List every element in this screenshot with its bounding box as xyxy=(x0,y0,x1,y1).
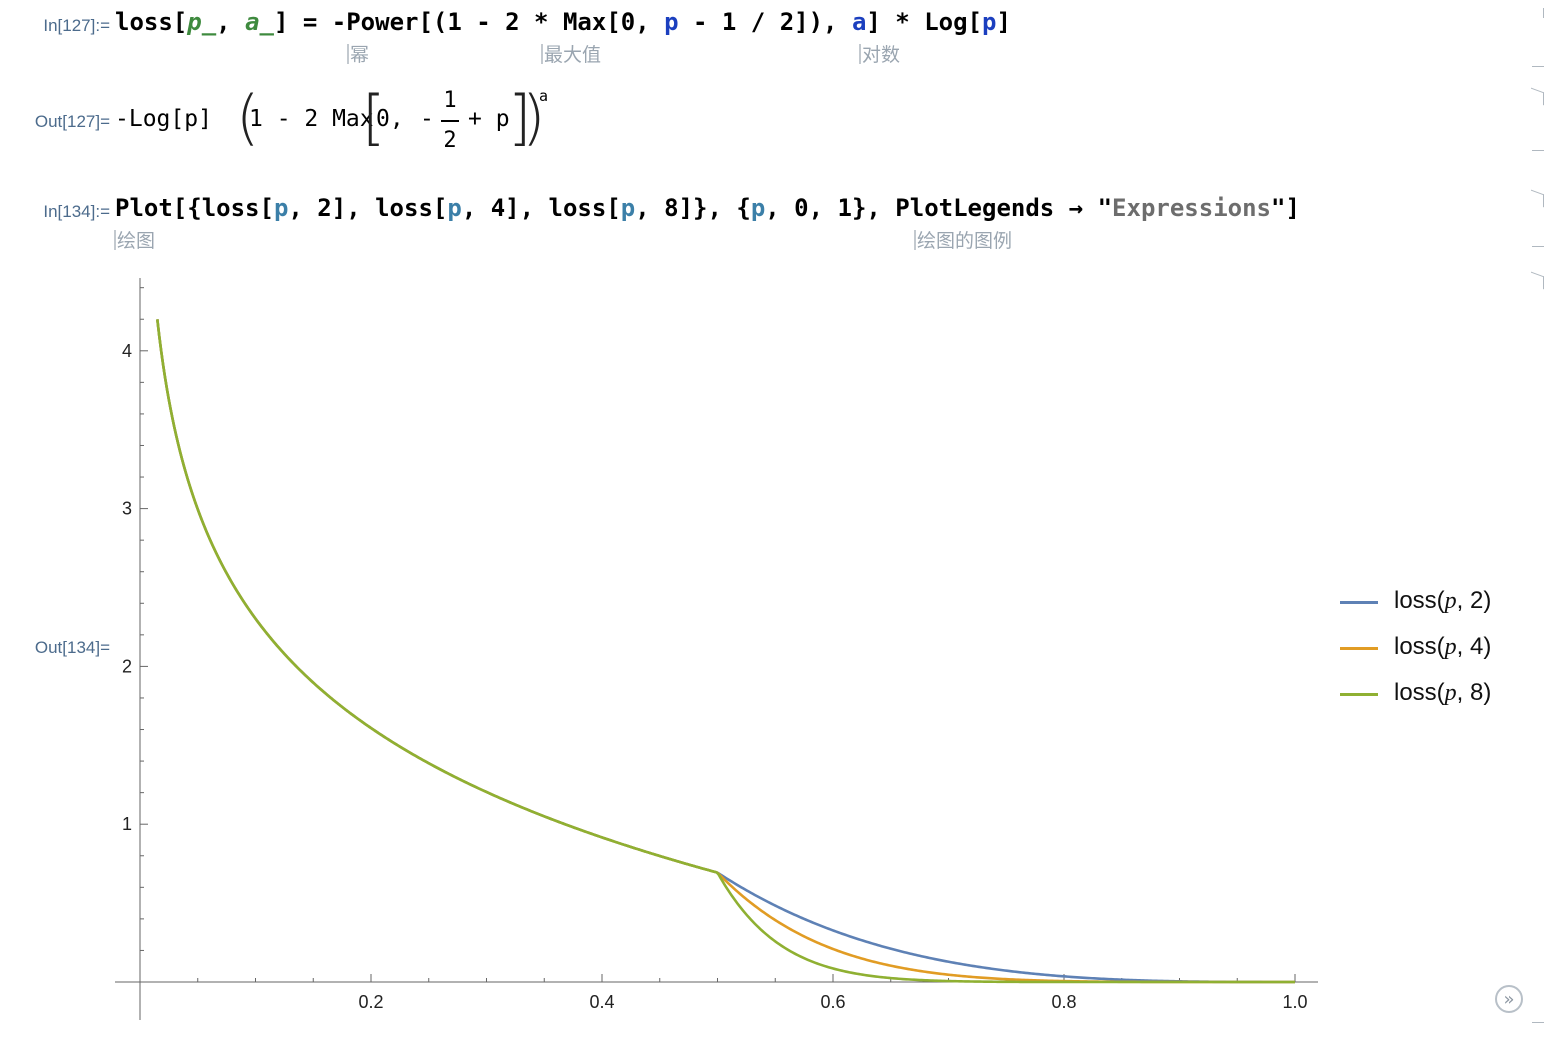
legend-swatch-a4 xyxy=(1340,647,1378,650)
output-plus-p: + p xyxy=(468,106,510,132)
cell-bracket-divider-2 xyxy=(1532,150,1544,151)
cell-bracket-divider-4 xyxy=(1532,1022,1544,1023)
right-bracket: ] xyxy=(508,83,532,153)
legend-swatch-a2 xyxy=(1340,601,1378,604)
x-tick-label: 0.8 xyxy=(1051,992,1076,1012)
x-tick-label: 0.4 xyxy=(589,992,614,1012)
y-tick-label: 2 xyxy=(122,656,132,676)
cell-bracket-in127[interactable] xyxy=(1532,8,1544,64)
in-label-134: In[134]:= xyxy=(43,202,110,221)
out-label-127: Out[127]= xyxy=(34,112,110,131)
output-zero: 0, xyxy=(376,106,404,132)
legend-label-a2: loss(p, 2) xyxy=(1394,587,1492,614)
x-tick-label: 1.0 xyxy=(1282,992,1307,1012)
series-line-a8 xyxy=(156,319,1295,984)
plot-curves xyxy=(156,319,1295,984)
plot-axes: 0.2 0.4 0.6 0.8 1.0 1 2 3 4 xyxy=(115,278,1318,1020)
right-paren: ) xyxy=(522,83,546,153)
output-exponent: a xyxy=(539,87,549,105)
x-tick-label: 0.2 xyxy=(358,992,383,1012)
hint-plot-legends[interactable]: 绘图的图例 xyxy=(914,226,1012,253)
input-code-plot[interactable]: Plot[{loss[p, 2], loss[p, 4], loss[p, 8]… xyxy=(115,194,1300,222)
input-code-loss-definition[interactable]: loss[p_, a_] = -Power[(1 - 2 * Max[0, p … xyxy=(115,8,1011,36)
out-label-134: Out[134]= xyxy=(34,638,110,657)
hint-max[interactable]: 最大值 xyxy=(541,40,601,67)
output-minus: - xyxy=(420,106,434,132)
hint-log[interactable]: 对数 xyxy=(859,40,900,67)
left-paren: ( xyxy=(236,83,260,153)
fraction-bar xyxy=(441,120,459,122)
hint-plot[interactable]: 绘图 xyxy=(114,226,155,253)
legend-label-a8: loss(p, 8) xyxy=(1394,679,1492,706)
scroll-down-icon[interactable]: » xyxy=(1495,985,1523,1013)
output-neg-log: -Log[p] xyxy=(115,106,212,132)
y-tick-label: 4 xyxy=(122,341,132,361)
x-tick-label: 0.6 xyxy=(820,992,845,1012)
y-tick-label: 3 xyxy=(122,499,132,519)
hint-power[interactable]: 幂 xyxy=(347,40,369,67)
left-bracket: [ xyxy=(362,83,386,153)
series-line-a4 xyxy=(156,319,1295,984)
output-base: 1 - 2 Max xyxy=(249,106,374,132)
fraction-numerator: 1 xyxy=(443,88,457,113)
in-label-127: In[127]:= xyxy=(43,16,110,35)
fraction-denominator: 2 xyxy=(443,128,457,153)
y-tick-label: 1 xyxy=(122,814,132,834)
cell-bracket-divider-3 xyxy=(1532,246,1544,247)
legend-swatch-a8 xyxy=(1340,693,1378,696)
cell-bracket-divider-1 xyxy=(1532,66,1544,67)
legend-label-a4: loss(p, 4) xyxy=(1394,633,1492,660)
